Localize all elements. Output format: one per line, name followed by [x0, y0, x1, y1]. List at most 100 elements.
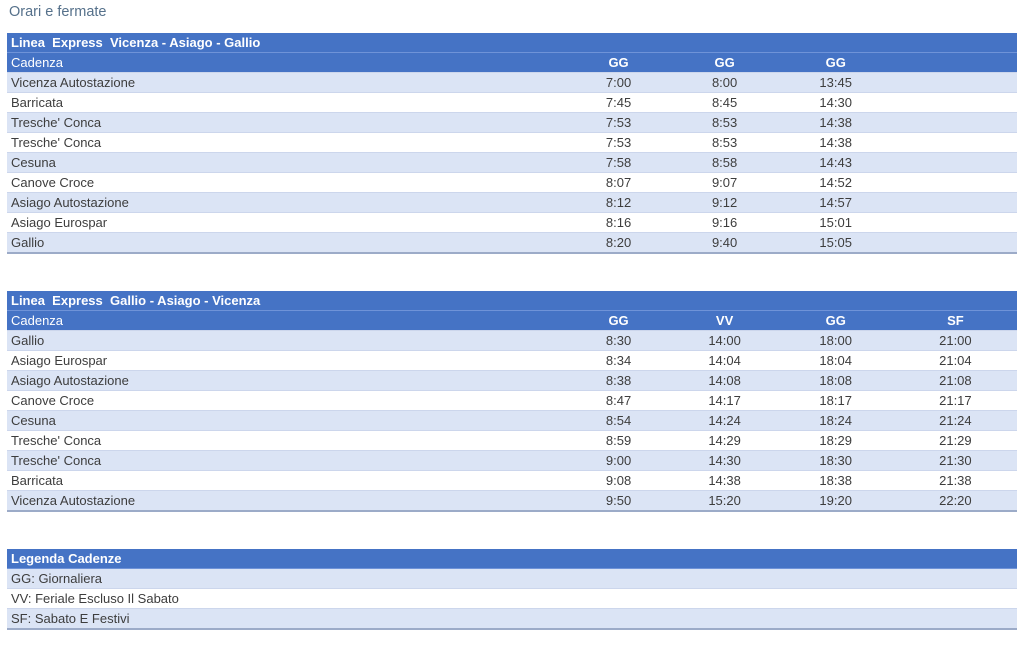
stop-name-cell: Cesuna	[7, 410, 566, 431]
time-cell	[893, 112, 1017, 133]
cadenza-header-cell: Cadenza	[7, 310, 566, 331]
time-cell: 8:20	[565, 232, 672, 253]
page-title: Orari e fermate	[9, 4, 107, 20]
page: Orari e fermate Linea Express Vicenza - …	[7, 4, 1017, 630]
time-cell: 18:04	[777, 350, 894, 371]
time-cell: 8:38	[565, 370, 672, 391]
legend-title-row: Legenda Cadenze	[7, 549, 1017, 569]
time-cell: 21:08	[893, 370, 1017, 391]
cadenza-header-cell: Cadenza	[7, 52, 566, 73]
time-cell: 21:38	[893, 470, 1017, 491]
table-row: Vicenza Autostazione 9:50 15:20 19:20 22:20	[7, 490, 1017, 511]
table-row: Tresche' Conca 7:53 8:53 14:38	[7, 132, 1017, 153]
time-cell: 7:00	[565, 72, 672, 93]
time-cell: 14:38	[777, 112, 894, 133]
time-cell	[893, 232, 1017, 253]
time-cell: 14:24	[671, 410, 778, 431]
time-cell: 13:45	[777, 72, 894, 93]
legend-row: SF: Sabato E Festivi	[7, 608, 1017, 629]
table-row: Asiago Autostazione 8:38 14:08 18:08 21:08	[7, 370, 1017, 391]
stop-name-cell: Tresche' Conca	[7, 430, 566, 451]
time-cell: 9:12	[671, 192, 778, 213]
column-header-cell: SF	[893, 310, 1017, 331]
table-row: Cesuna 8:54 14:24 18:24 21:24	[7, 410, 1017, 431]
stop-name-cell: Vicenza Autostazione	[7, 72, 566, 93]
time-cell: 18:29	[777, 430, 894, 451]
stop-name-cell: Tresche' Conca	[7, 112, 566, 133]
time-cell: 14:29	[671, 430, 778, 451]
time-cell	[893, 192, 1017, 213]
time-cell: 21:30	[893, 450, 1017, 471]
time-cell: 8:53	[671, 112, 778, 133]
stop-name-cell: Asiago Eurospar	[7, 212, 566, 233]
table-title: Linea Express Vicenza - Asiago - Gallio	[7, 33, 1017, 53]
time-cell: 18:08	[777, 370, 894, 391]
time-cell: 8:34	[565, 350, 672, 371]
time-cell: 18:30	[777, 450, 894, 471]
time-cell: 14:30	[777, 92, 894, 113]
table-row: Gallio 8:20 9:40 15:05	[7, 232, 1017, 253]
stop-name-cell: Tresche' Conca	[7, 132, 566, 153]
table-row: Gallio 8:30 14:00 18:00 21:00	[7, 330, 1017, 351]
stop-name-cell: Barricata	[7, 92, 566, 113]
table-row: Tresche' Conca 8:59 14:29 18:29 21:29	[7, 430, 1017, 451]
column-header-row: Cadenza GG VV GG SF	[7, 310, 1017, 331]
time-cell: 9:08	[565, 470, 672, 491]
time-cell: 14:04	[671, 350, 778, 371]
time-cell: 7:53	[565, 132, 672, 153]
table-title: Linea Express Gallio - Asiago - Vicenza	[7, 291, 1017, 311]
time-cell: 14:38	[671, 470, 778, 491]
time-cell: 9:40	[671, 232, 778, 253]
time-cell: 8:00	[671, 72, 778, 93]
column-header-cell: GG	[565, 52, 672, 73]
time-cell: 8:16	[565, 212, 672, 233]
legend-row: VV: Feriale Escluso Il Sabato	[7, 588, 1017, 609]
time-cell: 8:54	[565, 410, 672, 431]
time-cell: 14:30	[671, 450, 778, 471]
time-cell	[893, 212, 1017, 233]
stop-name-cell: Gallio	[7, 330, 566, 351]
timetable-return: Linea Express Gallio - Asiago - Vicenza C…	[7, 291, 1017, 512]
time-cell: 15:20	[671, 490, 778, 511]
time-cell: 8:47	[565, 390, 672, 411]
time-cell: 21:17	[893, 390, 1017, 411]
time-cell: 14:38	[777, 132, 894, 153]
time-cell	[893, 152, 1017, 173]
stop-name-cell: Asiago Autostazione	[7, 370, 566, 391]
time-cell: 19:20	[777, 490, 894, 511]
time-cell	[893, 132, 1017, 153]
legend-item: GG: Giornaliera	[7, 568, 1017, 589]
stop-name-cell: Canove Croce	[7, 172, 566, 193]
column-header-cell: GG	[671, 52, 778, 73]
time-cell: 7:58	[565, 152, 672, 173]
time-cell: 14:17	[671, 390, 778, 411]
time-cell: 9:50	[565, 490, 672, 511]
time-cell: 8:12	[565, 192, 672, 213]
time-cell	[893, 172, 1017, 193]
time-cell: 18:24	[777, 410, 894, 431]
legend-row: GG: Giornaliera	[7, 568, 1017, 589]
table-row: Asiago Eurospar 8:34 14:04 18:04 21:04	[7, 350, 1017, 371]
stop-name-cell: Asiago Eurospar	[7, 350, 566, 371]
stop-name-cell: Tresche' Conca	[7, 450, 566, 471]
time-cell: 9:00	[565, 450, 672, 471]
time-cell: 15:05	[777, 232, 894, 253]
legend-item: SF: Sabato E Festivi	[7, 608, 1017, 629]
time-cell: 9:16	[671, 212, 778, 233]
time-cell: 14:00	[671, 330, 778, 351]
time-cell: 21:29	[893, 430, 1017, 451]
time-cell: 8:53	[671, 132, 778, 153]
column-header-cell: VV	[671, 310, 778, 331]
time-cell: 14:57	[777, 192, 894, 213]
column-header-cell: GG	[777, 52, 894, 73]
table-row: Canove Croce 8:07 9:07 14:52	[7, 172, 1017, 193]
table-row: Tresche' Conca 7:53 8:53 14:38	[7, 112, 1017, 133]
time-cell: 18:00	[777, 330, 894, 351]
time-cell: 8:58	[671, 152, 778, 173]
table-row: Tresche' Conca 9:00 14:30 18:30 21:30	[7, 450, 1017, 471]
time-cell: 14:52	[777, 172, 894, 193]
table-title-row: Linea Express Vicenza - Asiago - Gallio	[7, 33, 1017, 53]
time-cell: 9:07	[671, 172, 778, 193]
column-header-cell	[893, 52, 1017, 73]
stop-name-cell: Vicenza Autostazione	[7, 490, 566, 511]
